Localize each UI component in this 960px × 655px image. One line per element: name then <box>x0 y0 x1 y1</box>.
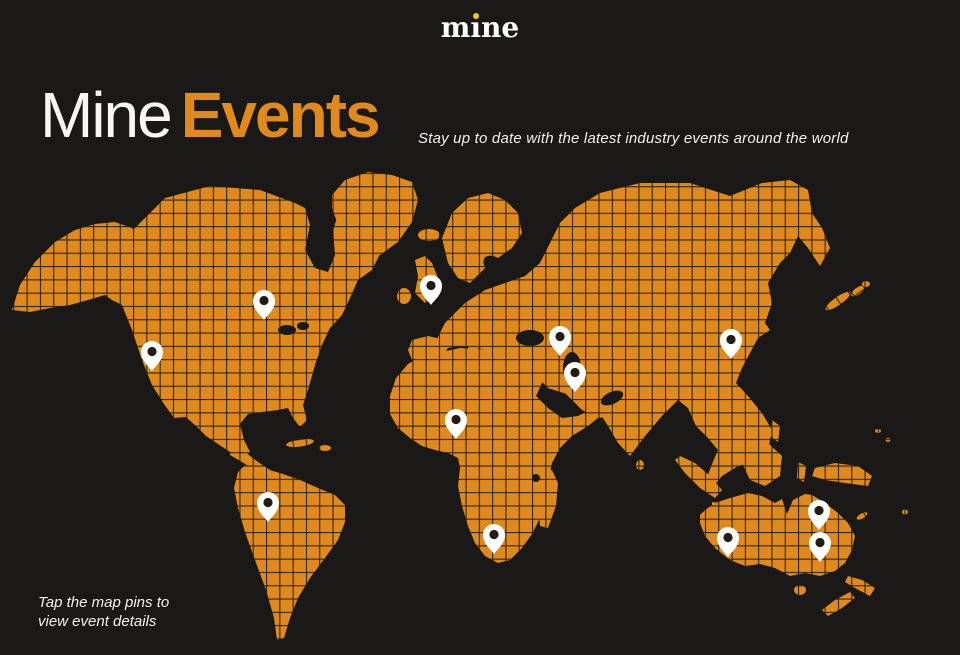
logo-part-m: m <box>440 11 471 44</box>
water-great-lake-1 <box>278 325 296 335</box>
title-word-events: Events <box>180 79 381 151</box>
map-pin-australia-west[interactable] <box>717 527 739 557</box>
water-great-lake-2 <box>297 322 309 330</box>
map-hint: Tap the map pins to view event details <box>38 593 169 631</box>
landmass-madagascar <box>538 470 558 528</box>
water-baltic-sea <box>483 255 511 281</box>
map-pin-north-america-east[interactable] <box>253 290 275 320</box>
landmass-scandinavia <box>442 193 522 283</box>
water-white-sea <box>535 215 555 241</box>
landmass-cuba <box>286 439 314 447</box>
landmass-iceland <box>418 229 440 241</box>
map-pin-australia-northeast[interactable] <box>808 500 830 530</box>
map-pin-north-america-west[interactable] <box>141 341 163 371</box>
landmass-hokkaido <box>862 281 870 287</box>
landmass-new-zealand-south <box>822 592 855 616</box>
landmass-borneo <box>742 440 782 486</box>
landmass-hispaniola <box>319 445 331 451</box>
map-pin-arabian-gulf[interactable] <box>564 362 586 392</box>
map-pin-east-asia[interactable] <box>720 329 742 359</box>
water-lake-victoria <box>532 474 540 482</box>
landmass-japan-north <box>851 285 865 297</box>
map-pin-southern-africa[interactable] <box>483 524 505 554</box>
landmass-fiji <box>902 509 908 515</box>
map-pin-west-africa[interactable] <box>445 409 467 439</box>
logo-yellow-dot-icon <box>472 13 479 19</box>
map-pin-united-kingdom[interactable] <box>420 275 442 305</box>
landmass-north-america <box>92 186 382 458</box>
map-hint-line1: Tap the map pins to <box>38 594 170 611</box>
logo-part-ne: ne <box>481 11 520 44</box>
landmass-japan-honshu <box>825 291 851 311</box>
map-pin-south-america[interactable] <box>257 492 279 522</box>
landmass-sri-lanka <box>636 460 644 470</box>
pins-layer <box>141 275 831 562</box>
title-word-mine: Mine <box>40 79 173 151</box>
landmass-sumatra <box>675 456 722 498</box>
map-hint-line2: view event details <box>38 613 157 630</box>
page-title: Mine Events <box>40 79 381 151</box>
landmass-tasmania <box>794 585 806 595</box>
page-subtitle: Stay up to date with the latest industry… <box>418 130 849 147</box>
logo-part-i: ı <box>470 11 482 44</box>
landmass-africa <box>390 348 608 563</box>
landmass-south-america <box>234 465 345 640</box>
landmass-eurasia <box>435 180 830 486</box>
map-pin-turkey-caucasus[interactable] <box>549 326 571 356</box>
landmass-greenland <box>332 172 418 258</box>
water-black-sea <box>516 330 544 346</box>
landmass-ireland <box>397 288 411 304</box>
app-logo: mı ne <box>0 13 960 43</box>
landmass-micronesia-1 <box>875 429 881 433</box>
landmass-new-caledonia <box>856 512 868 520</box>
map-pin-australia-southeast[interactable] <box>809 532 831 562</box>
landmass-micronesia-2 <box>885 438 891 442</box>
world-map-land <box>12 172 908 640</box>
water-persian-gulf <box>600 390 624 406</box>
landmass-new-guinea <box>812 463 872 486</box>
landmass-philippines <box>770 420 780 442</box>
landmass-new-zealand-north <box>845 576 875 596</box>
landmass-sulawesi <box>797 462 806 482</box>
